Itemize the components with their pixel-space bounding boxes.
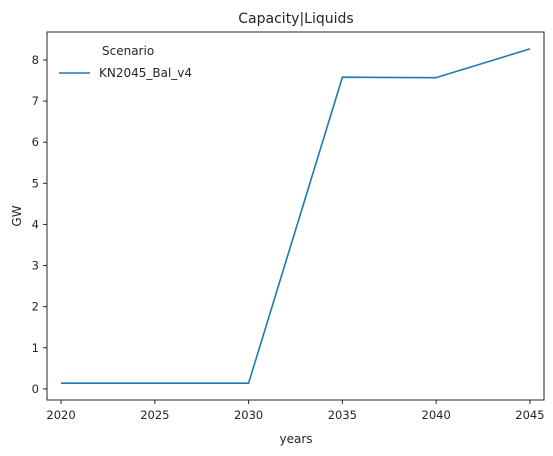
x-tick-label: 2030 — [234, 408, 263, 422]
y-tick-label: 2 — [32, 300, 39, 314]
x-tick-label: 2040 — [422, 408, 451, 422]
y-tick-label: 0 — [32, 382, 39, 396]
y-tick-label: 3 — [32, 259, 39, 273]
plot-area: 2020 2025 2030 2035 2040 2045 0 1 2 3 4 5 6 7 8 — [32, 31, 545, 422]
legend: Scenario KN2045_Bal_v4 — [59, 44, 192, 80]
x-tick-label: 2045 — [515, 408, 544, 422]
y-tick-label: 4 — [32, 217, 39, 231]
plot-frame — [46, 31, 545, 401]
y-tick-label: 6 — [32, 135, 39, 149]
series-line-0 — [61, 48, 531, 384]
y-tick-label: 7 — [32, 94, 39, 108]
chart-title: Capacity|Liquids — [238, 11, 353, 27]
legend-title: Scenario — [102, 44, 154, 58]
y-axis-label: GW — [10, 205, 24, 226]
y-tick-label: 5 — [32, 176, 39, 190]
y-tick-label: 8 — [32, 53, 39, 67]
x-axis: 2020 2025 2030 2035 2040 2045 — [46, 400, 545, 422]
y-tick-label: 1 — [32, 341, 39, 355]
legend-entry-label: KN2045_Bal_v4 — [99, 66, 192, 80]
series-lines — [61, 48, 531, 384]
x-tick-label: 2025 — [140, 408, 169, 422]
x-axis-label: years — [279, 432, 312, 446]
y-axis: 0 1 2 3 4 5 6 7 8 — [32, 53, 47, 396]
x-tick-label: 2035 — [328, 408, 357, 422]
x-tick-label: 2020 — [46, 408, 75, 422]
legend-items: KN2045_Bal_v4 — [59, 66, 192, 80]
